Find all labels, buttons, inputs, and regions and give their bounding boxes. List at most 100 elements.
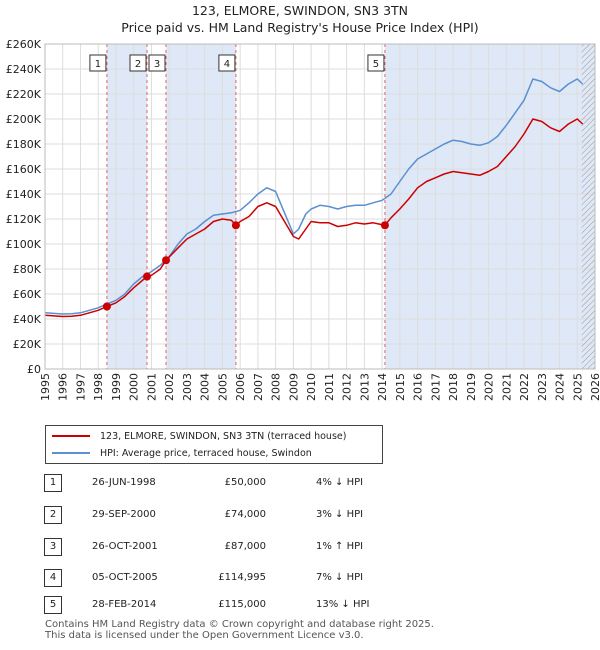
x-tick-label: 2015 — [394, 373, 407, 401]
x-tick-label: 2018 — [447, 373, 460, 401]
x-tick-label: 2012 — [341, 373, 354, 401]
transaction-hpi-diff: 1% ↑ HPI — [316, 541, 364, 552]
table-row: 3 26-OCT-2001 £87,000 1% ↑ HPI — [0, 538, 600, 558]
y-tick-label: £160K — [6, 163, 42, 176]
table-row: 1 26-JUN-1998 £50,000 4% ↓ HPI — [0, 474, 600, 494]
x-tick-label: 2003 — [181, 373, 194, 401]
sale-number-label: 4 — [224, 59, 230, 70]
x-tick-label: 2000 — [128, 373, 141, 401]
price-chart: 1 2 3 4 5 £0 £20K £40K £60K £80K £100K £120K £140K £… — [6, 38, 600, 401]
transaction-number: 3 — [44, 538, 62, 556]
y-tick-label: £220K — [6, 88, 42, 101]
x-tick-label: 2013 — [358, 373, 371, 401]
sale-point — [231, 221, 240, 230]
table-row: 4 05-OCT-2005 £114,995 7% ↓ HPI — [0, 569, 600, 589]
legend-item-price-paid: 123, ELMORE, SWINDON, SN3 3TN (terraced … — [52, 429, 346, 443]
sale-number-label: 5 — [373, 59, 379, 70]
shaded-period — [384, 44, 595, 369]
transaction-number: 5 — [44, 596, 62, 614]
y-tick-label: £0 — [27, 363, 41, 376]
sale-number-label: 3 — [154, 59, 160, 70]
x-tick-label: 2006 — [234, 373, 247, 401]
chart-title-subtitle: Price paid vs. HM Land Registry's House … — [121, 20, 479, 35]
transaction-date: 28-FEB-2014 — [92, 599, 157, 610]
x-tick-label: 2002 — [163, 373, 176, 401]
transaction-date: 29-SEP-2000 — [92, 509, 156, 520]
sale-number-box — [129, 54, 147, 72]
transaction-hpi-diff: 3% ↓ HPI — [316, 509, 364, 520]
x-tick-label: 2024 — [554, 373, 567, 401]
transaction-hpi-diff: 4% ↓ HPI — [316, 477, 364, 488]
x-tick-label: 1998 — [92, 373, 105, 401]
x-tick-label: 2020 — [483, 373, 496, 401]
legend-label-price-paid: 123, ELMORE, SWINDON, SN3 3TN (terraced … — [100, 430, 347, 442]
plot-frame — [44, 43, 596, 370]
footer-copyright: Contains HM Land Registry data © Crown c… — [45, 619, 434, 630]
x-tick-label: 2026 — [589, 373, 600, 401]
sale-number-box — [218, 54, 236, 72]
x-tick-label: 2004 — [199, 373, 212, 401]
transaction-hpi-diff: 7% ↓ HPI — [316, 572, 364, 583]
transaction-date: 26-OCT-2001 — [92, 541, 158, 552]
legend-item-hpi: HPI: Average price, terraced house, Swin… — [52, 446, 312, 460]
x-tick-label: 2010 — [305, 373, 318, 401]
x-tick-label: 2017 — [429, 373, 442, 401]
table-row: 2 29-SEP-2000 £74,000 3% ↓ HPI — [0, 506, 600, 526]
y-tick-label: £120K — [6, 213, 42, 226]
forecast-hatch — [581, 44, 595, 369]
y-tick-label: £260K — [6, 38, 42, 51]
y-tick-label: £80K — [13, 263, 42, 276]
x-tick-label: 2008 — [270, 373, 283, 401]
sale-point — [102, 302, 111, 311]
x-tick-label: 2011 — [323, 373, 336, 401]
chart-title-address: 123, ELMORE, SWINDON, SN3 3TN — [191, 3, 409, 18]
transaction-date: 05-OCT-2005 — [92, 572, 158, 583]
transaction-date: 26-JUN-1998 — [92, 477, 156, 488]
transaction-number: 1 — [44, 474, 62, 492]
y-tick-label: £180K — [6, 138, 42, 151]
x-tick-label: 2007 — [252, 373, 265, 401]
y-tick-label: £240K — [6, 63, 42, 76]
table-row: 5 28-FEB-2014 £115,000 13% ↓ HPI — [0, 596, 600, 616]
chart-legend: 123, ELMORE, SWINDON, SN3 3TN (terraced … — [45, 425, 383, 464]
x-tick-label: 2009 — [287, 373, 300, 401]
x-tick-label: 1995 — [39, 373, 52, 401]
x-tick-label: 2005 — [216, 373, 229, 401]
x-tick-label: 2022 — [518, 373, 531, 401]
y-tick-label: £200K — [6, 113, 42, 126]
x-tick-label: 2021 — [500, 373, 513, 401]
shaded-period — [106, 44, 148, 369]
hpi-series-line — [44, 78, 584, 315]
y-tick-label: £40K — [13, 313, 42, 326]
x-tick-label: 1997 — [74, 373, 87, 401]
x-tick-label: 2016 — [412, 373, 425, 401]
sale-number-box — [367, 54, 385, 72]
price-paid-series-line — [44, 118, 584, 318]
legend-swatch-price-paid — [52, 435, 90, 437]
y-tick-label: £20K — [13, 338, 42, 351]
legend-label-hpi: HPI: Average price, terraced house, Swin… — [100, 447, 312, 459]
x-tick-label: 1996 — [57, 373, 70, 401]
sale-point — [380, 221, 389, 230]
sale-point — [143, 272, 152, 281]
transaction-price: £50,000 — [224, 477, 266, 488]
sale-point — [162, 256, 170, 265]
transaction-number: 4 — [44, 569, 62, 587]
transaction-price: £115,000 — [218, 599, 266, 610]
footer-licence: This data is licensed under the Open Gov… — [45, 630, 364, 641]
x-tick-label: 2014 — [376, 373, 389, 401]
y-tick-label: £100K — [6, 238, 42, 251]
transaction-price: £114,995 — [218, 572, 266, 583]
y-tick-label: £140K — [6, 188, 42, 201]
sale-number-box — [148, 54, 166, 72]
x-tick-label: 2019 — [465, 373, 478, 401]
x-tick-label: 2001 — [145, 373, 158, 401]
sale-number-label: 2 — [135, 59, 141, 70]
x-tick-label: 2025 — [571, 373, 584, 401]
legend-swatch-hpi — [52, 452, 90, 454]
transaction-hpi-diff: 13% ↓ HPI — [316, 599, 370, 610]
sale-number-label: 1 — [95, 59, 101, 70]
transaction-price: £87,000 — [224, 541, 266, 552]
y-tick-label: £60K — [13, 288, 42, 301]
sale-number-box — [89, 54, 107, 72]
